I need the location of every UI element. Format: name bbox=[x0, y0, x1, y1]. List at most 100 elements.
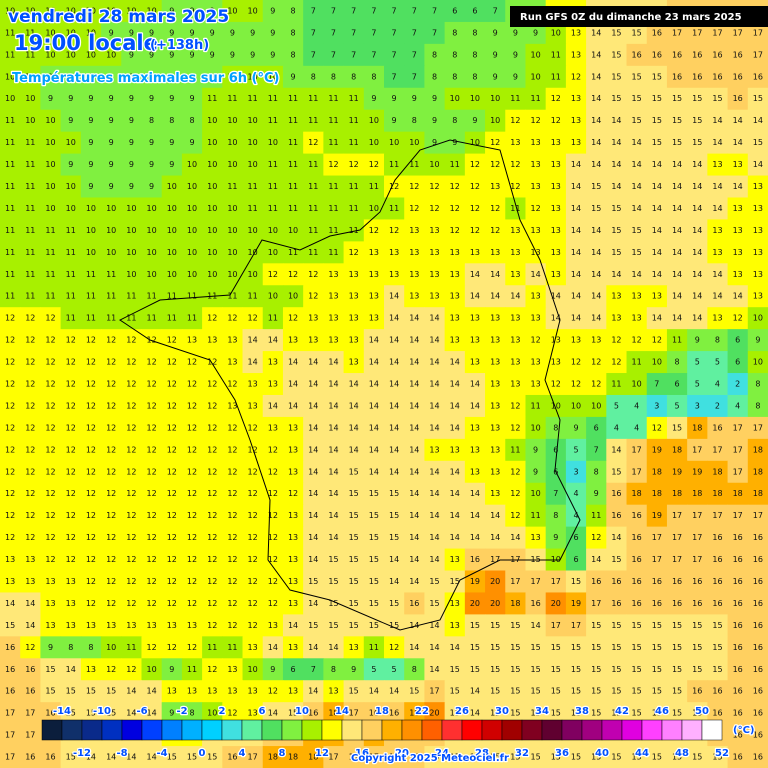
temperature-value: 12 bbox=[167, 533, 177, 542]
temperature-cell bbox=[141, 614, 163, 637]
temperature-value: 7 bbox=[412, 72, 417, 81]
temperature-value: 13 bbox=[530, 248, 540, 257]
temperature-cell bbox=[0, 548, 21, 572]
temperature-value: 15 bbox=[591, 621, 601, 630]
temperature-value: 9 bbox=[371, 94, 376, 103]
temperature-cell bbox=[444, 746, 466, 768]
legend-tick-label: 46 bbox=[655, 706, 669, 717]
temperature-cell bbox=[485, 329, 506, 352]
temperature-value: 9 bbox=[513, 50, 518, 59]
temperature-cell bbox=[707, 43, 729, 67]
temperature-value: 9 bbox=[493, 72, 498, 81]
legend-swatch bbox=[521, 719, 543, 741]
temperature-cell bbox=[141, 87, 163, 111]
temperature-value: 12 bbox=[510, 160, 520, 169]
temperature-value: 12 bbox=[86, 489, 96, 498]
temperature-value: 10 bbox=[753, 314, 763, 323]
temperature-value: 13 bbox=[328, 270, 338, 279]
temperature-value: 12 bbox=[167, 423, 177, 432]
temperature-value: 11 bbox=[86, 314, 96, 323]
temperature-cell bbox=[545, 658, 567, 681]
temperature-value: 10 bbox=[66, 204, 76, 213]
temperature-cell bbox=[727, 702, 749, 725]
temperature-value: 15 bbox=[450, 687, 460, 696]
temperature-value: 13 bbox=[369, 248, 379, 257]
temperature-value: 14 bbox=[86, 753, 96, 762]
temperature-cell bbox=[565, 548, 587, 572]
temperature-value: 6 bbox=[472, 6, 477, 15]
temperature-value: 13 bbox=[611, 292, 621, 301]
temperature-cell bbox=[40, 702, 62, 725]
temperature-value: 13 bbox=[268, 423, 278, 432]
temperature-cell bbox=[161, 680, 183, 703]
temperature-cell bbox=[60, 373, 82, 396]
temperature-cell bbox=[181, 680, 203, 703]
temperature-value: 15 bbox=[409, 687, 419, 696]
temperature-cell bbox=[363, 241, 385, 264]
temperature-value: 14 bbox=[571, 314, 581, 323]
temperature-value: 13 bbox=[652, 292, 662, 301]
temperature-cell bbox=[262, 482, 284, 506]
temperature-cell bbox=[161, 614, 183, 637]
temperature-value: 14 bbox=[409, 577, 419, 586]
temperature-cell bbox=[343, 592, 365, 615]
temperature-value: 10 bbox=[470, 94, 480, 103]
temperature-cell bbox=[586, 416, 607, 440]
temperature-value: 12 bbox=[25, 511, 35, 520]
temperature-value: 12 bbox=[126, 533, 136, 542]
temperature-cell bbox=[242, 373, 264, 396]
temperature-value: 16 bbox=[712, 577, 722, 586]
temperature-cell bbox=[80, 241, 102, 264]
temperature-cell bbox=[323, 438, 345, 462]
temperature-cell bbox=[404, 109, 425, 133]
temperature-cell bbox=[343, 416, 365, 440]
temperature-value: 17 bbox=[632, 445, 642, 454]
temperature-cell bbox=[707, 438, 729, 462]
temperature-cell bbox=[646, 219, 668, 242]
temperature-cell bbox=[222, 482, 244, 506]
temperature-value: 14 bbox=[328, 467, 338, 476]
temperature-value: 13 bbox=[25, 577, 35, 586]
temperature-value: 14 bbox=[530, 270, 540, 279]
temperature-cell bbox=[323, 351, 345, 374]
temperature-cell bbox=[727, 373, 749, 396]
temperature-value: 7 bbox=[331, 6, 336, 15]
temperature-cell bbox=[424, 526, 446, 550]
temperature-value: 12 bbox=[268, 555, 278, 564]
legend-tick-label: -14 bbox=[53, 706, 71, 717]
temperature-cell bbox=[343, 548, 365, 572]
temperature-value: 13 bbox=[530, 226, 540, 235]
temperature-cell bbox=[262, 21, 284, 45]
temperature-cell bbox=[303, 680, 324, 703]
temperature-value: 15 bbox=[349, 511, 359, 520]
legend-tick-label: 10 bbox=[295, 706, 309, 717]
temperature-value: 17 bbox=[248, 753, 258, 762]
temperature-value: 15 bbox=[66, 687, 76, 696]
temperature-value: 12 bbox=[308, 292, 318, 301]
temperature-cell bbox=[242, 197, 264, 220]
temperature-value: 12 bbox=[187, 577, 197, 586]
temperature-value: 9 bbox=[109, 116, 114, 125]
temperature-cell bbox=[384, 87, 405, 111]
legend-swatch bbox=[621, 719, 643, 741]
temperature-value: 16 bbox=[753, 533, 763, 542]
temperature-cell bbox=[60, 87, 82, 111]
temperature-value: 9 bbox=[432, 94, 437, 103]
temperature-cell bbox=[646, 746, 668, 768]
temperature-cell bbox=[586, 570, 607, 593]
temperature-cell bbox=[141, 197, 163, 220]
temperature-value: 6 bbox=[553, 445, 558, 454]
legend-tick-label: 36 bbox=[555, 748, 569, 759]
temperature-value: 13 bbox=[268, 380, 278, 389]
temperature-cell bbox=[424, 263, 446, 286]
temperature-value: 12 bbox=[167, 489, 177, 498]
temperature-value: 12 bbox=[45, 555, 55, 564]
temperature-value: 9 bbox=[250, 28, 255, 37]
temperature-value: 11 bbox=[5, 50, 15, 59]
temperature-value: 18 bbox=[733, 489, 743, 498]
temperature-cell bbox=[747, 724, 768, 747]
temperature-value: 12 bbox=[106, 577, 116, 586]
temperature-value: 13 bbox=[571, 94, 581, 103]
temperature-cell bbox=[323, 460, 345, 484]
temperature-value: 9 bbox=[109, 182, 114, 191]
